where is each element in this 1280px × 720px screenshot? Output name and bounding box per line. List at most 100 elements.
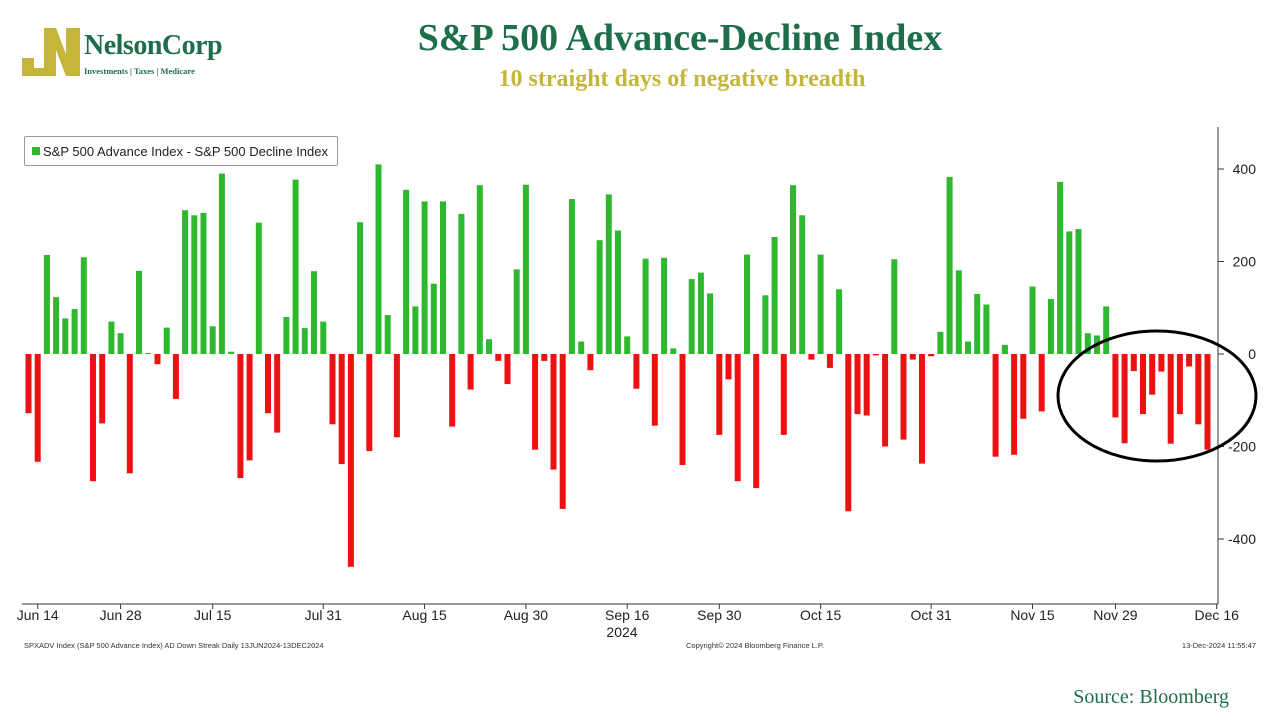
bar [495,354,502,361]
bar [909,354,916,360]
bar [366,354,373,452]
bar [338,354,345,465]
bar [458,213,465,354]
x-tick-label: Dec 16 [1195,607,1240,623]
bar [274,354,281,433]
x-tick-label: Jul 31 [305,607,343,623]
bar [744,254,750,354]
bar [320,321,327,354]
bar [357,222,364,354]
logo-tagline: Investments | Taxes | Medicare [84,66,195,76]
bar [136,270,142,355]
bar [384,315,391,354]
bar [145,353,152,355]
bar [108,321,115,354]
logo-mark-icon [22,28,80,76]
bar [1158,354,1165,372]
bar [117,333,124,354]
bar [1038,354,1045,412]
bar [218,173,225,354]
bar [504,354,511,385]
bar [347,354,354,567]
x-tick-label: Sep 16 [605,607,650,623]
bar [246,354,253,461]
bar [670,348,677,354]
bar [1103,306,1110,354]
legend-swatch [32,147,40,155]
bar [90,354,96,482]
bar [1167,354,1174,444]
nelsoncorp-logo: NelsonCorp Investments | Taxes | Medicar… [20,24,235,80]
bar [1075,229,1082,354]
bar [624,336,631,354]
bar [808,354,815,360]
legend-label: S&P 500 Advance Index - S&P 500 Decline … [43,143,328,159]
bar [1029,286,1036,354]
bar [946,176,953,354]
bar [513,269,520,354]
bar [412,306,419,354]
y-tick-label: -400 [1228,531,1256,547]
bar [1020,354,1027,419]
bar [375,164,382,354]
bar [53,297,60,354]
bar [845,354,852,512]
bar [992,354,999,457]
bar [882,354,889,447]
bar [1140,354,1146,415]
bar [559,354,566,509]
bar [182,210,189,354]
bar [80,257,87,354]
bar [237,354,244,478]
bar [541,354,548,361]
bar [661,257,668,354]
bar [430,283,437,354]
chart-legend: S&P 500 Advance Index - S&P 500 Decline … [24,136,338,166]
bar [1195,354,1202,425]
bar [780,354,787,435]
bar [393,354,400,438]
bar [1001,344,1008,355]
bar [974,293,981,354]
bar [688,279,695,354]
x-tick-label: Jun 28 [100,607,142,623]
footer-copyright: Copyright© 2024 Bloomberg Finance L.P. [686,641,824,650]
bar [1121,354,1128,444]
bar [642,258,649,354]
logo-wordmark: NelsonCorp [84,30,223,61]
bar [790,185,796,354]
bar [1047,299,1054,354]
bar [301,328,308,354]
bar [209,326,216,355]
bar [1149,354,1156,395]
bar [34,354,41,462]
bar [762,295,769,354]
bar [707,293,714,354]
bar [403,189,410,354]
bar [983,304,990,354]
bar [900,354,907,440]
bar [228,351,235,354]
page-subtitle: 10 straight days of negative breadth [498,66,866,92]
bar [578,341,585,354]
bar [292,179,299,354]
bar [329,354,336,425]
bar [753,354,760,489]
footer-ticker-info: SPXADV Index (S&P 500 Advance Index) AD … [24,641,324,650]
bar [191,215,198,355]
page-title: S&P 500 Advance-Decline Index [417,17,943,59]
bar [771,237,778,354]
bar [651,354,658,426]
x-tick-label: Aug 30 [504,607,549,623]
bar [265,354,271,414]
bar [163,327,170,354]
highlight-circle [1056,329,1258,463]
bar [1011,354,1018,455]
bar [522,184,529,354]
x-tick-label: Nov 29 [1093,607,1138,623]
bar [1176,354,1183,415]
y-tick-label: 0 [1248,346,1256,362]
bar [955,270,962,354]
bar [799,215,806,355]
